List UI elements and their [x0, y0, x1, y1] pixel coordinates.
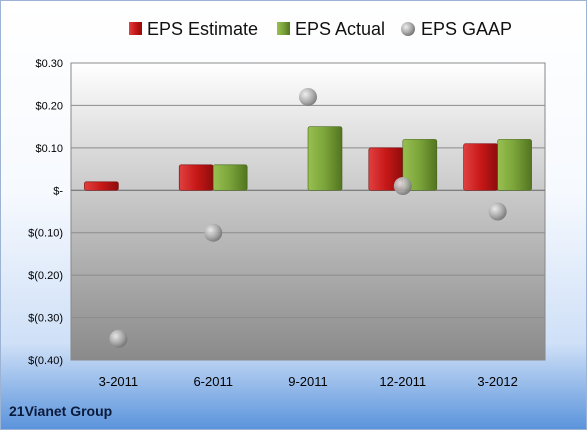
point-eps-gaap — [393, 177, 412, 196]
x-tick-label: 12-2011 — [379, 374, 426, 389]
point-eps-gaap — [204, 223, 223, 242]
bar-eps-actual — [212, 164, 248, 191]
bars — [84, 126, 532, 191]
y-axis-ticks: $0.30 $0.20 $0.10 $- $(0.10) $(0.20) $(0.30) $(… — [28, 58, 63, 367]
y-tick-label: $- — [53, 185, 63, 197]
bar-eps-estimate — [178, 164, 214, 191]
legend-label-gaap: EPS GAAP — [421, 19, 512, 39]
legend: EPS Estimate EPS Actual EPS GAAP — [129, 19, 512, 39]
y-tick-label: $0.10 — [35, 143, 63, 155]
plot-area — [70, 62, 546, 361]
legend-label-estimate: EPS Estimate — [147, 19, 258, 39]
point-eps-gaap — [299, 87, 317, 106]
y-tick-label: $(0.20) — [28, 270, 63, 282]
point-eps-gaap — [488, 202, 507, 221]
x-axis-ticks: 3-2011 6-2011 9-2011 12-2011 3-2012 — [99, 374, 518, 389]
legend-swatch-estimate — [129, 22, 142, 35]
gaap-points — [109, 87, 507, 348]
legend-swatch-gaap — [401, 22, 415, 36]
point-eps-gaap — [109, 329, 128, 348]
x-tick-label: 9-2011 — [288, 374, 328, 389]
legend-swatch-actual — [277, 22, 290, 35]
y-tick-label: $0.20 — [35, 100, 63, 112]
bar-eps-actual — [402, 139, 438, 191]
bar-eps-estimate — [84, 181, 119, 191]
legend-label-actual: EPS Actual — [295, 19, 385, 39]
company-name: 21Vianet Group — [9, 403, 113, 419]
y-tick-label: $0.30 — [35, 58, 63, 70]
y-tick-label: $(0.40) — [28, 355, 63, 367]
x-tick-label: 3-2012 — [477, 374, 517, 389]
bar-eps-actual — [307, 126, 343, 191]
y-tick-label: $(0.30) — [28, 313, 63, 325]
x-tick-label: 3-2011 — [99, 374, 139, 389]
y-tick-label: $(0.10) — [28, 228, 63, 240]
bar-eps-actual — [497, 139, 532, 191]
x-tick-label: 6-2011 — [193, 374, 233, 389]
bar-eps-estimate — [463, 143, 498, 191]
